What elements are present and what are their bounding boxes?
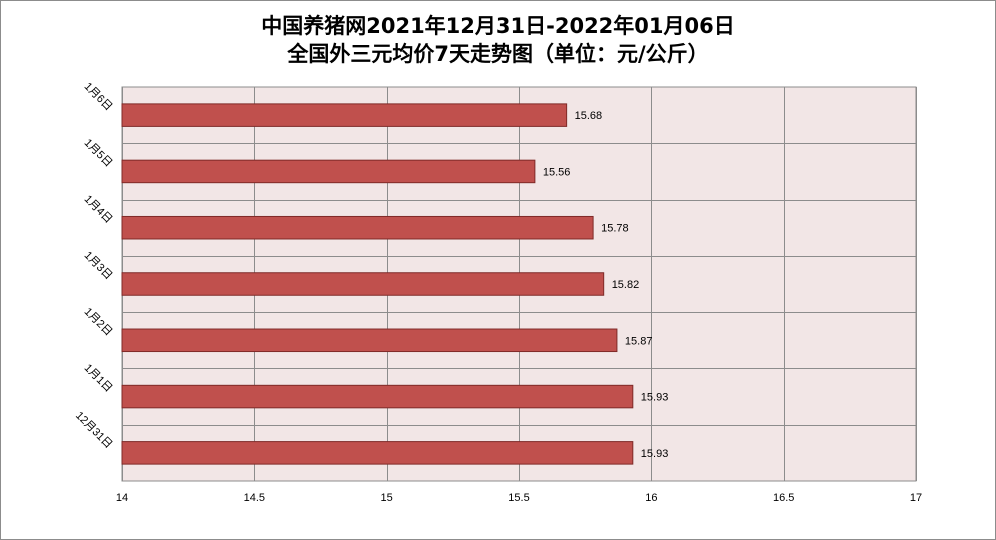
- x-tick-label: 17: [910, 492, 922, 504]
- bar: [121, 103, 568, 127]
- category-label: 1月2日: [82, 306, 115, 339]
- grid-lines: [122, 87, 917, 481]
- x-tick-labels: 14 14.5 15 15.5 16 16.5 17: [116, 492, 922, 504]
- data-label: 15.78: [601, 223, 629, 235]
- chart-title-line-2: 全国外三元均价7天走势图（单位：元/公斤）: [287, 42, 709, 66]
- x-tick-label: 16: [645, 492, 657, 504]
- bar: [121, 441, 634, 465]
- bar: [121, 159, 536, 184]
- category-label: 1月3日: [82, 249, 115, 282]
- data-label: 15.87: [625, 335, 653, 347]
- chart-title-line-1: 中国养猪网2021年12月31日-2022年01月06日: [261, 14, 735, 38]
- bar: [121, 272, 605, 296]
- data-label: 15.93: [641, 392, 669, 404]
- category-label: 12月31日: [73, 410, 114, 451]
- bar: [121, 328, 618, 353]
- category-label: 1月4日: [82, 193, 115, 226]
- category-label: 1月1日: [82, 362, 115, 395]
- data-label: 15.56: [543, 166, 571, 178]
- category-label: 1月6日: [82, 81, 115, 114]
- bar-series: [121, 103, 634, 465]
- x-tick-label: 16.5: [773, 492, 794, 504]
- category-labels: 1月6日 1月5日 1月4日 1月3日 1月2日 1月1日 12月31日: [73, 81, 114, 451]
- bar: [121, 384, 634, 409]
- x-tick-label: 15: [381, 492, 393, 504]
- x-tick-label: 14: [116, 492, 128, 504]
- category-label: 1月5日: [82, 137, 115, 170]
- data-labels: 15.68 15.56 15.78 15.82 15.87 15.93 15.93: [543, 110, 668, 460]
- x-tick-label: 15.5: [508, 492, 529, 504]
- bar: [121, 215, 594, 240]
- data-label: 15.93: [641, 448, 669, 460]
- x-tick-label: 14.5: [244, 492, 265, 504]
- data-label: 15.68: [575, 110, 603, 122]
- data-label: 15.82: [612, 279, 640, 291]
